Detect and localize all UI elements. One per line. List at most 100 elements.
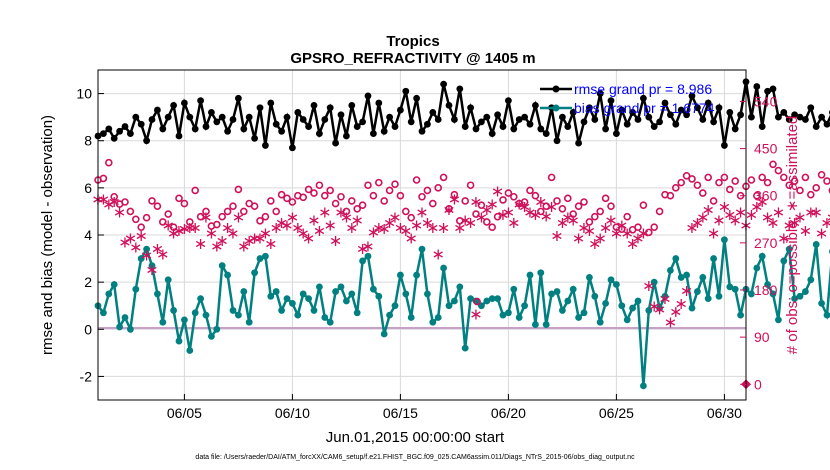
obs-assimilated-point: ∗ xyxy=(286,208,299,227)
obs-assimilated-point: ∗ xyxy=(458,210,471,229)
obs-possible-point xyxy=(213,220,221,229)
obs-possible-point xyxy=(752,191,761,200)
bias-point xyxy=(602,299,609,307)
rmse-point xyxy=(823,120,830,128)
rmse-point xyxy=(715,104,723,112)
rmse-line xyxy=(97,81,830,149)
rmse-point xyxy=(375,99,383,107)
obs-possible-point xyxy=(715,178,723,187)
obs-possible-point xyxy=(472,210,480,218)
obs-possible-point xyxy=(553,197,561,205)
rmse-point xyxy=(796,113,804,121)
obs-assimilated-point: ∗ xyxy=(113,202,126,221)
obs-assimilated-point: ∗ xyxy=(259,223,272,242)
rmse-point xyxy=(310,101,318,109)
x-tick-label: 06/10 xyxy=(275,405,310,421)
gridlines xyxy=(98,70,746,400)
bias-point xyxy=(758,252,766,260)
obs-possible-point xyxy=(229,202,237,210)
obs-assimilated-point: ∗ xyxy=(151,239,164,258)
rmse-point xyxy=(397,106,404,114)
bias-point xyxy=(197,295,205,303)
obs-possible-point xyxy=(266,197,275,205)
obs-possible-point xyxy=(126,207,135,216)
bias-point xyxy=(175,337,183,345)
obs-possible-point xyxy=(326,186,335,195)
obs-possible-point xyxy=(520,198,529,206)
obs-possible-point xyxy=(401,207,410,216)
rmse-point xyxy=(542,130,550,138)
rmse-point xyxy=(181,99,188,107)
obs-assimilated-point: ∗ xyxy=(232,208,245,227)
y-tick-label-left: 2 xyxy=(84,274,92,290)
rmse-point xyxy=(429,109,437,116)
bias-point xyxy=(591,292,599,300)
rmse-point xyxy=(170,101,178,109)
obs-assimilated-point: ∗ xyxy=(388,208,401,227)
obs-assimilated-point: ∗ xyxy=(782,216,795,235)
obs-possible-point xyxy=(159,218,167,226)
obs-assimilated-point: ∗ xyxy=(523,202,536,221)
obs-assimilated-point: ∗ xyxy=(799,221,812,240)
obs-possible-point xyxy=(169,223,178,231)
bias-point xyxy=(283,295,291,303)
obs-possible-point xyxy=(547,173,556,182)
bias-point xyxy=(634,297,642,305)
rmse-point xyxy=(656,118,663,126)
obs-assimilated-point: ∗ xyxy=(194,234,207,253)
obs-possible-point xyxy=(132,215,140,224)
y-axis-label-right: # of obs: o=possible; ∗=assimilated xyxy=(784,116,801,355)
bias-point xyxy=(386,311,393,319)
rmse-point xyxy=(510,125,518,133)
bias-point xyxy=(126,325,134,333)
y-tick-label-left: 8 xyxy=(84,133,92,149)
bias-point xyxy=(208,332,215,340)
obs-assimilated-point: ∗ xyxy=(215,231,228,250)
rmse-point xyxy=(607,97,615,105)
rmse-point xyxy=(499,123,507,130)
obs-possible-point xyxy=(99,174,108,183)
obs-possible-point xyxy=(682,172,691,180)
y-tick-label-right: 360 xyxy=(754,188,778,204)
bias-point xyxy=(310,307,318,314)
bias-point xyxy=(391,302,399,310)
obs-assimilated-point: ∗ xyxy=(415,202,428,221)
obs-possible-point xyxy=(186,218,194,226)
obs-possible-point xyxy=(504,189,513,197)
obs-possible-point xyxy=(121,198,129,206)
obs-assimilated-point: ∗ xyxy=(685,218,698,237)
bias-point xyxy=(240,288,248,295)
rmse-point xyxy=(407,118,415,126)
obs-possible-point xyxy=(240,207,248,216)
left-axis: -2 0 2 4 6 8 10 xyxy=(76,86,104,384)
rmse-point xyxy=(726,109,734,116)
obs-possible-point xyxy=(558,205,567,213)
x-tick-label: 06/15 xyxy=(383,405,418,421)
footnote: data file: /Users/raeder/DAI/ATM_forcXX/… xyxy=(195,454,635,461)
obs-possible-point xyxy=(315,181,324,190)
bias-point xyxy=(640,382,647,390)
obs-assimilated-point: ∗ xyxy=(296,223,309,242)
obs-possible-point xyxy=(234,185,243,194)
obs-assimilated-point: ∗ xyxy=(820,213,830,232)
obs-possible-point xyxy=(801,173,810,182)
rmse-point xyxy=(121,123,129,130)
x-tick-label: 06/20 xyxy=(491,405,526,421)
bias-point xyxy=(337,283,345,291)
rmse-point xyxy=(262,142,269,149)
bias-point xyxy=(262,252,269,260)
rmse-point xyxy=(769,85,777,93)
bias-point xyxy=(100,309,107,317)
obs-assimilated-point: ∗ xyxy=(313,221,326,240)
obs-possible-point xyxy=(385,186,394,195)
bias-point xyxy=(105,290,113,298)
obs-possible-point xyxy=(337,192,345,201)
rmse-point xyxy=(526,120,534,128)
bias-point xyxy=(289,299,296,307)
obs-assimilated-point: ∗ xyxy=(566,210,579,229)
obs-possible-point xyxy=(353,205,362,213)
bias-point xyxy=(548,290,555,298)
obs-assimilated-point: ∗ xyxy=(269,218,282,237)
obs-assimilated-point: ∗ xyxy=(674,294,687,313)
obs-possible-point xyxy=(763,178,772,187)
